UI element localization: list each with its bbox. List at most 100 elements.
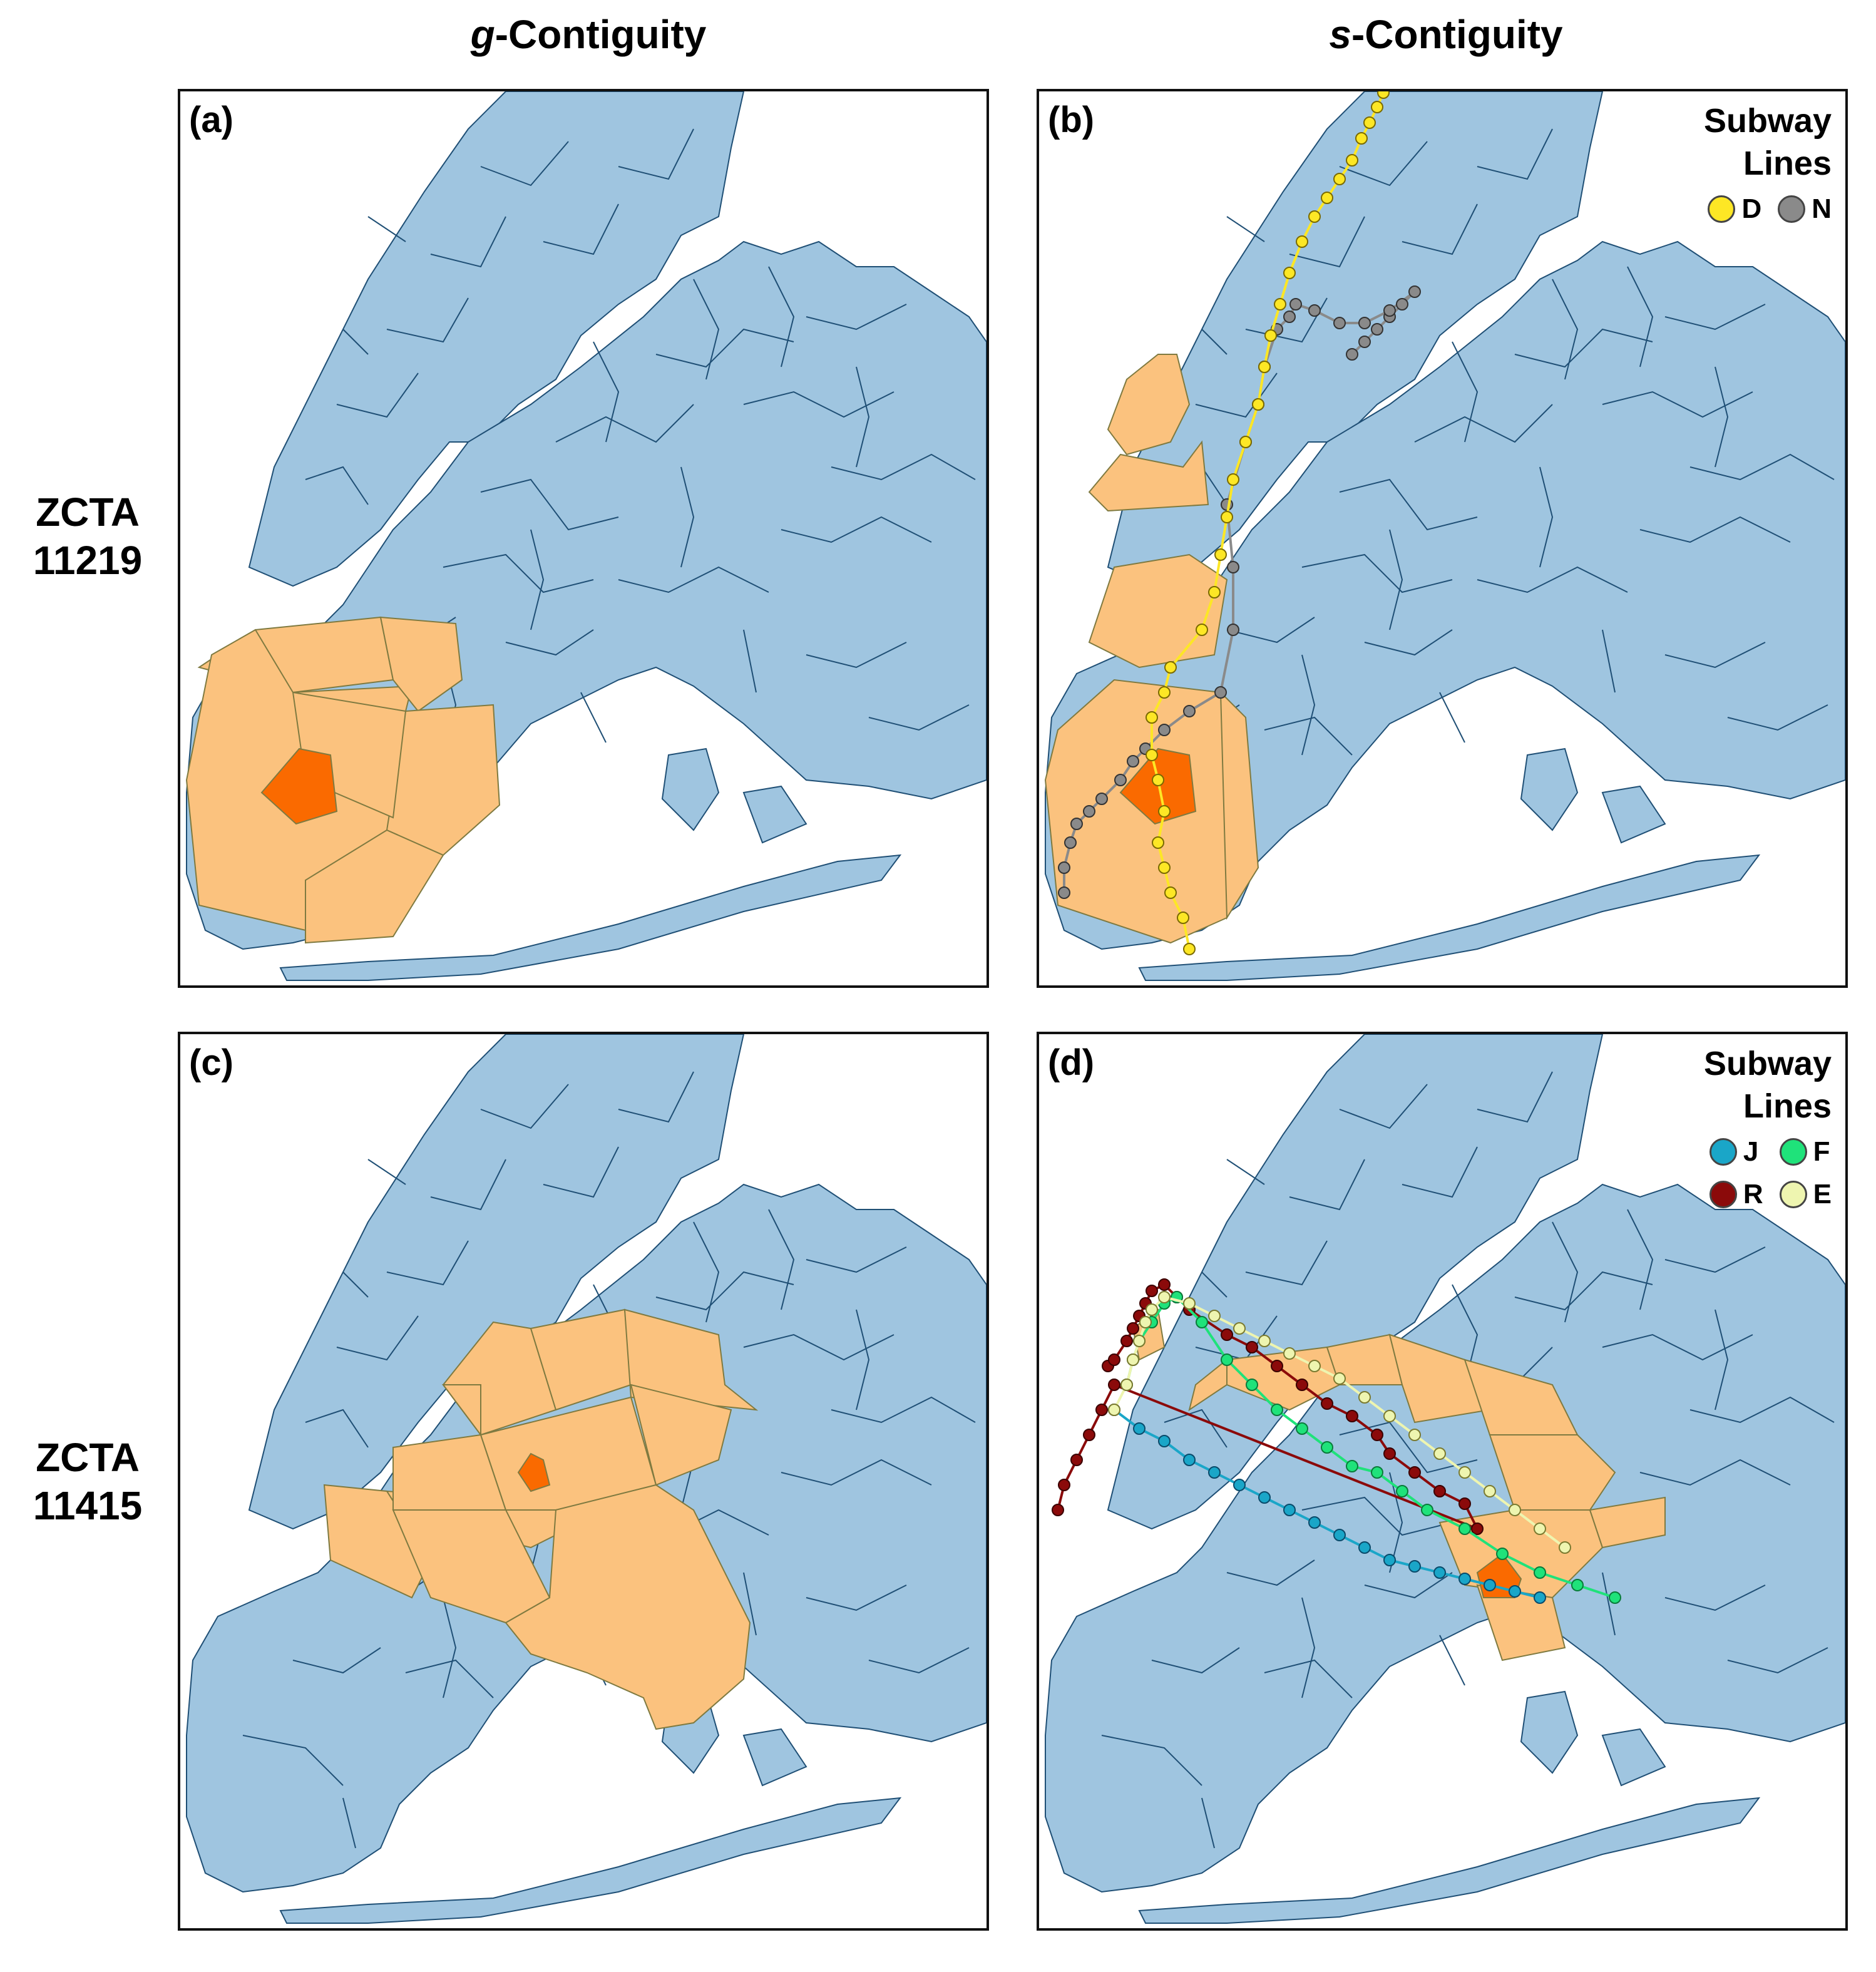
neighbor-zcta bbox=[1107, 354, 1191, 456]
subway-station bbox=[1496, 1548, 1509, 1560]
subway-station bbox=[1227, 561, 1239, 573]
subway-station bbox=[1133, 1422, 1146, 1435]
subway-station bbox=[1355, 132, 1368, 145]
subway-station bbox=[1146, 711, 1158, 724]
subway-station bbox=[1458, 1573, 1471, 1585]
legend-swatch bbox=[1779, 1138, 1807, 1166]
subway-station bbox=[1183, 943, 1196, 955]
legend-item-label: N bbox=[1812, 193, 1832, 224]
subway-station bbox=[1408, 1560, 1421, 1573]
subway-line-j bbox=[1108, 1404, 1546, 1604]
subway-station bbox=[1214, 686, 1227, 699]
column-header-s-contiguity: s-Contiguity bbox=[1039, 11, 1853, 58]
subway-station bbox=[1377, 91, 1390, 99]
subway-station bbox=[1233, 1479, 1246, 1491]
subway-station bbox=[1408, 285, 1421, 298]
subway-station bbox=[1152, 836, 1164, 849]
column-header-suffix: -Contiguity bbox=[1351, 12, 1563, 57]
legend-item-label: D bbox=[1741, 193, 1762, 224]
legend-swatch bbox=[1779, 1181, 1807, 1208]
subway-station bbox=[1095, 1404, 1108, 1416]
subway-station bbox=[1283, 1347, 1296, 1360]
subway-station bbox=[1083, 1429, 1095, 1441]
subway-station bbox=[1396, 298, 1408, 311]
legend-swatch bbox=[1709, 1138, 1737, 1166]
subway-station bbox=[1296, 1422, 1308, 1435]
legend-item-label: E bbox=[1813, 1179, 1832, 1209]
neighbor-zcta bbox=[392, 1509, 551, 1624]
subway-station bbox=[1083, 805, 1095, 818]
subway-station bbox=[1271, 1360, 1283, 1372]
subway-station bbox=[1177, 912, 1189, 924]
row-header-code: 11219 bbox=[33, 537, 143, 583]
neighbor-zcta bbox=[505, 1484, 751, 1730]
subway-station bbox=[1433, 1566, 1446, 1579]
subway-station bbox=[1221, 1328, 1233, 1341]
subway-station bbox=[1227, 624, 1239, 636]
subway-station bbox=[1271, 1404, 1283, 1416]
subway-station bbox=[1296, 235, 1308, 248]
legend-item-n: N bbox=[1778, 193, 1832, 225]
subway-station bbox=[1371, 101, 1383, 113]
subway-station bbox=[1509, 1504, 1521, 1516]
subway-station bbox=[1283, 1504, 1296, 1516]
subway-station bbox=[1383, 1554, 1396, 1566]
subway-station bbox=[1208, 586, 1221, 598]
subway-station bbox=[1383, 304, 1396, 317]
subway-station bbox=[1208, 1466, 1221, 1479]
map-panel-c: (c) bbox=[178, 1032, 989, 1931]
subway-station bbox=[1283, 311, 1296, 323]
subway-station bbox=[1308, 210, 1321, 223]
neighbor-zctas bbox=[185, 616, 501, 944]
subway-station bbox=[1108, 1379, 1120, 1391]
subway-station bbox=[1346, 1410, 1358, 1422]
subway-station bbox=[1358, 317, 1371, 329]
subway-station bbox=[1484, 1579, 1496, 1591]
subway-station bbox=[1246, 1379, 1258, 1391]
neighbor-zcta bbox=[305, 829, 444, 944]
subway-station bbox=[1146, 1285, 1158, 1297]
subway-station bbox=[1358, 1391, 1371, 1404]
map-canvas bbox=[1045, 1034, 1845, 1924]
neighbor-zcta bbox=[1088, 440, 1209, 512]
subway-station bbox=[1146, 749, 1158, 761]
legend-item-label: R bbox=[1743, 1179, 1763, 1209]
subway-station bbox=[1070, 1454, 1083, 1466]
subway-station bbox=[1333, 317, 1346, 329]
subway-station bbox=[1333, 1372, 1346, 1385]
subway-station bbox=[1152, 774, 1164, 786]
column-header-suffix: -Contiguity bbox=[495, 12, 707, 57]
legend-item-j: J bbox=[1709, 1136, 1763, 1168]
subway-station bbox=[1258, 1335, 1271, 1347]
neighbor-zcta bbox=[630, 1384, 732, 1486]
column-header-prefix: s bbox=[1329, 12, 1351, 57]
subway-station bbox=[1127, 1322, 1139, 1335]
subway-station bbox=[1095, 793, 1108, 805]
legend-title-line-2: Lines bbox=[1743, 144, 1832, 182]
legend-title-line-1: Subway bbox=[1703, 1045, 1832, 1082]
subway-station bbox=[1333, 173, 1346, 185]
subway-station bbox=[1196, 624, 1208, 636]
subway-station bbox=[1120, 1335, 1133, 1347]
subway-station bbox=[1408, 1466, 1421, 1479]
subway-station bbox=[1471, 1523, 1484, 1535]
subway-station bbox=[1233, 1322, 1246, 1335]
neighbor-zcta bbox=[623, 1308, 759, 1411]
subway-station bbox=[1058, 861, 1070, 874]
legend-title-line-1: Subway bbox=[1703, 102, 1832, 140]
subway-station bbox=[1289, 298, 1302, 311]
subway-station bbox=[1120, 1379, 1133, 1391]
legend-item-label: J bbox=[1743, 1136, 1759, 1167]
subway-station bbox=[1070, 818, 1083, 830]
row-header-zcta-11219: ZCTA 11219 bbox=[13, 488, 163, 585]
subway-station bbox=[1371, 323, 1383, 336]
subway-station bbox=[1358, 336, 1371, 348]
subway-station bbox=[1158, 686, 1171, 699]
subway-station bbox=[1239, 436, 1252, 448]
subway-station bbox=[1158, 1435, 1171, 1447]
subway-legend: Subway Lines J F R E bbox=[1704, 1043, 1832, 1210]
subway-station bbox=[1296, 1379, 1308, 1391]
subway-legend: Subway Lines D N bbox=[1704, 100, 1832, 225]
subway-station bbox=[1509, 1585, 1521, 1598]
legend-item-label: F bbox=[1813, 1136, 1830, 1167]
